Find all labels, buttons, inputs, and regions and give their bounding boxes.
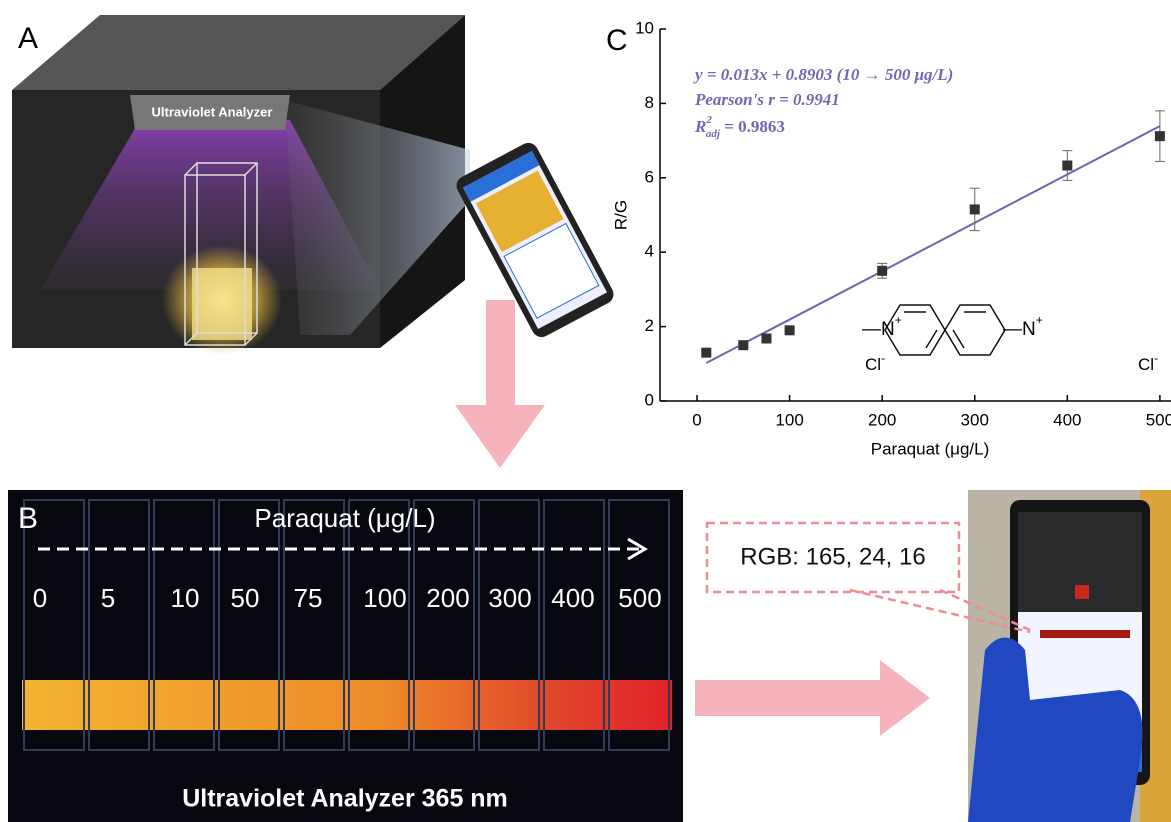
concentration-label: 500: [618, 583, 661, 613]
figure: Ultraviolet Analyzer A Paraquat (μg/L) 0…: [0, 0, 1171, 822]
counterion-left: Cl-: [865, 351, 885, 374]
cl: Cl: [865, 355, 881, 374]
panel-a: Ultraviolet Analyzer A: [12, 15, 617, 355]
x-tick-label: 200: [868, 410, 896, 429]
r2-value: = 0.9863: [720, 117, 785, 136]
panel-letter: B: [18, 502, 38, 535]
data-point: [970, 204, 980, 214]
data-point: [761, 334, 771, 344]
r2-sub: adj: [706, 128, 721, 140]
charge: +: [895, 313, 902, 327]
r2: R2 adj = 0.9863: [694, 114, 785, 140]
liquid: [192, 268, 252, 340]
concentration-label: 75: [294, 583, 323, 613]
concentration-label: 10: [171, 583, 200, 613]
device-label: Ultraviolet Analyzer: [152, 104, 273, 119]
x-axis-label: Paraquat (μg/L): [871, 439, 989, 458]
axis-label: Paraquat (μg/L): [254, 503, 435, 533]
concentration-label: 200: [426, 583, 469, 613]
phone-photo: [968, 490, 1171, 822]
n-plus-right: —N+: [1003, 313, 1043, 340]
charge: +: [1036, 313, 1043, 327]
y-tick-label: 0: [645, 390, 654, 409]
chart: C Paraquat (μg/L) R/G y = 0.013x + 0.890…: [606, 18, 1171, 458]
concentration-label: 100: [363, 583, 406, 613]
fit-line: [706, 126, 1160, 363]
y-axis-label: R/G: [611, 200, 630, 230]
y-tick-label: 10: [635, 18, 654, 37]
n-label: —N: [862, 319, 895, 340]
data-point: [1062, 161, 1072, 171]
photo: [8, 490, 683, 822]
n-label: —N: [1003, 319, 1036, 340]
phone: [453, 139, 617, 340]
figure-canvas: Ultraviolet Analyzer A Paraquat (μg/L) 0…: [0, 0, 1171, 822]
x-tick-label: 300: [961, 410, 989, 429]
concentration-label: 0: [33, 583, 47, 613]
y-tick-label: 2: [645, 316, 654, 335]
caption: Ultraviolet Analyzer 365 nm: [182, 785, 508, 813]
charge: -: [881, 351, 885, 365]
data-point: [785, 325, 795, 335]
panel-letter: C: [606, 24, 628, 57]
counterion-right: Cl-: [1138, 351, 1158, 374]
x-tick-label: 400: [1053, 410, 1081, 429]
arrow-right: [695, 660, 930, 736]
y-tick-label: 8: [645, 93, 654, 112]
structure: [885, 305, 1005, 355]
y-tick-label: 6: [645, 167, 654, 186]
rgb-callout: RGB: 165, 24, 16: [740, 543, 925, 570]
solutions: [22, 680, 672, 730]
r2-sup: 2: [705, 114, 712, 126]
charge: -: [1154, 351, 1158, 365]
r2-base: R: [694, 117, 706, 136]
data-point: [1155, 131, 1165, 141]
concentration-label: 400: [551, 583, 594, 613]
fit-equation: y = 0.013x + 0.8903 (10 → 500 μg/L): [693, 65, 953, 84]
concentration-label: 50: [231, 583, 260, 613]
data-point: [738, 340, 748, 350]
x-tick-label: 0: [692, 410, 701, 429]
y-tick-label: 4: [645, 242, 654, 261]
data-point: [877, 266, 887, 276]
panel-letter: A: [18, 22, 38, 55]
x-tick-label: 100: [775, 410, 803, 429]
cl: Cl: [1138, 355, 1154, 374]
data-point: [701, 348, 711, 358]
concentration-label: 5: [101, 583, 115, 613]
pearson: Pearson's r = 0.9941: [694, 90, 840, 109]
x-tick-label: 500: [1146, 410, 1171, 429]
concentration-label: 300: [488, 583, 531, 613]
n-plus-left: —N+: [862, 313, 902, 340]
